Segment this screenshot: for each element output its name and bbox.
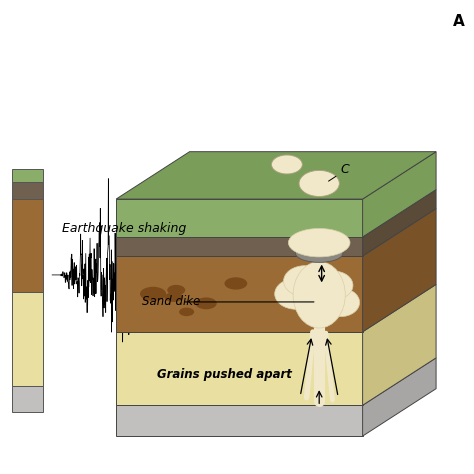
Ellipse shape: [283, 265, 326, 297]
Ellipse shape: [164, 292, 183, 302]
Text: C: C: [341, 164, 349, 176]
Bar: [12, 292, 43, 386]
Polygon shape: [116, 332, 363, 405]
Text: Earthquake shaking: Earthquake shaking: [62, 222, 186, 235]
Ellipse shape: [167, 285, 185, 295]
Ellipse shape: [299, 170, 339, 197]
Polygon shape: [116, 256, 363, 332]
Bar: [12, 182, 43, 199]
Ellipse shape: [195, 298, 217, 310]
Ellipse shape: [295, 245, 343, 263]
Ellipse shape: [179, 308, 194, 316]
Ellipse shape: [140, 287, 166, 301]
Bar: [12, 199, 43, 292]
Ellipse shape: [274, 279, 317, 310]
Polygon shape: [363, 284, 436, 405]
Polygon shape: [363, 358, 436, 436]
Polygon shape: [363, 190, 436, 256]
Bar: [12, 386, 43, 412]
Text: Grains pushed apart: Grains pushed apart: [157, 368, 292, 381]
Ellipse shape: [322, 288, 360, 317]
Ellipse shape: [272, 155, 302, 174]
Polygon shape: [363, 209, 436, 332]
Polygon shape: [116, 199, 363, 237]
Ellipse shape: [225, 277, 247, 290]
Polygon shape: [363, 152, 436, 237]
Ellipse shape: [315, 271, 353, 300]
Bar: [12, 169, 43, 182]
Polygon shape: [116, 237, 363, 256]
Text: Sand dike: Sand dike: [142, 295, 201, 309]
Polygon shape: [116, 152, 436, 199]
Ellipse shape: [288, 228, 350, 257]
Text: A: A: [453, 14, 465, 29]
Ellipse shape: [293, 262, 345, 328]
Polygon shape: [116, 405, 363, 436]
